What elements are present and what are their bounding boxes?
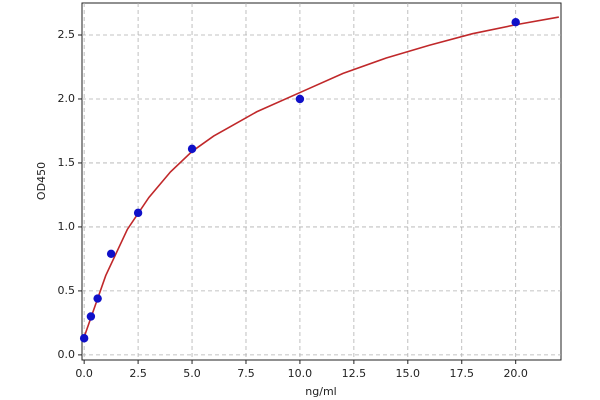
y-tick-label: 1.0 <box>58 220 76 233</box>
x-tick-label: 7.5 <box>237 367 255 380</box>
data-point <box>86 312 96 321</box>
plot-frame <box>81 2 562 361</box>
x-tick-label: 2.5 <box>129 367 147 380</box>
x-tick-label: 5.0 <box>183 367 201 380</box>
x-tick-label: 20.0 <box>503 367 528 380</box>
x-tick-label: 12.5 <box>342 367 367 380</box>
data-point <box>133 208 143 218</box>
data-point <box>511 17 520 27</box>
data-point <box>295 94 305 104</box>
y-tick-label: 1.5 <box>58 156 76 169</box>
data-point <box>187 144 197 154</box>
y-axis-label: OD450 <box>35 162 48 200</box>
data-point <box>93 294 102 303</box>
y-tick-label: 2.0 <box>58 92 76 105</box>
y-tick-label: 0.0 <box>58 348 76 361</box>
x-tick-label: 10.0 <box>288 367 313 380</box>
x-tick-label: 15.0 <box>396 367 421 380</box>
y-tick-label: 2.5 <box>58 28 76 41</box>
x-tick-label: 0.0 <box>75 367 93 380</box>
y-tick-label: 0.5 <box>58 284 76 297</box>
x-axis-label: ng/ml <box>305 385 336 398</box>
data-point <box>106 249 116 258</box>
x-tick-label: 17.5 <box>449 367 474 380</box>
data-point <box>79 334 89 343</box>
fit-curve <box>83 16 559 338</box>
